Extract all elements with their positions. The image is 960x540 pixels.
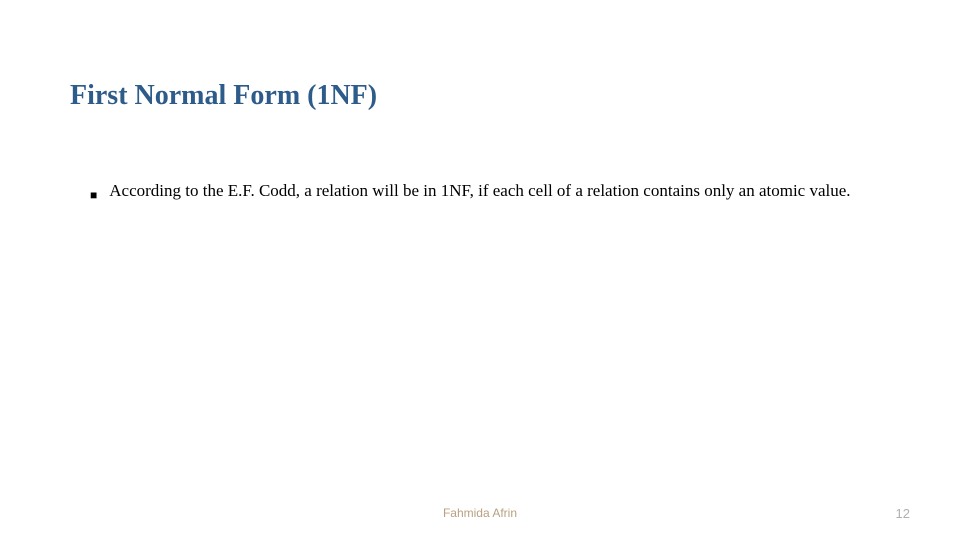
bullet-item: ■ According to the E.F. Codd, a relation… [90,172,890,209]
bullet-marker-icon: ■ [90,182,97,208]
slide-content: ■ According to the E.F. Codd, a relation… [70,172,890,209]
footer-page-number: 12 [896,506,910,521]
slide-footer: Fahmida Afrin 12 [0,506,960,520]
bullet-text: According to the E.F. Codd, a relation w… [109,172,850,209]
slide-container: First Normal Form (1NF) ■ According to t… [0,0,960,540]
footer-author: Fahmida Afrin [443,506,517,520]
slide-title: First Normal Form (1NF) [70,80,890,112]
